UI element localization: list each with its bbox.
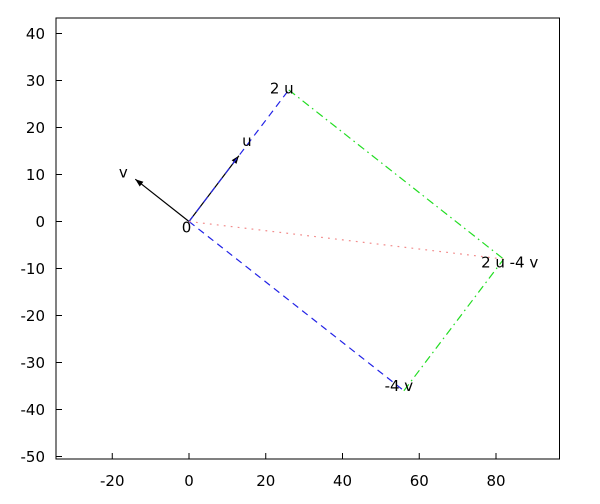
- diagonal-sum-line: [188, 220, 504, 260]
- point-label-0: 0: [182, 219, 192, 237]
- x-tick-label: 20: [256, 472, 275, 490]
- y-tick-label: 20: [26, 119, 45, 137]
- y-tick-label: 10: [26, 166, 45, 184]
- point-label-v: v: [119, 164, 128, 182]
- x-tick-label: 60: [410, 472, 429, 490]
- point-label--4v: -4 v: [385, 377, 414, 395]
- edge-2u-to-sum-line: [288, 89, 505, 260]
- y-tick-label: 30: [26, 72, 45, 90]
- plot-frame: [55, 17, 560, 460]
- x-tick-label: 0: [184, 472, 194, 490]
- vector-minus4v-line: [188, 221, 405, 392]
- x-tick-label: 40: [333, 472, 352, 490]
- x-tick-label: -20: [100, 472, 125, 490]
- vector-2u-line: [188, 89, 290, 222]
- point-label-2u-4v: 2 u -4 v: [481, 254, 538, 272]
- y-tick-label: -30: [21, 354, 46, 372]
- y-tick-label: -20: [21, 307, 46, 325]
- y-tick-label: 40: [26, 25, 45, 43]
- vector-v-line: [134, 178, 190, 222]
- x-tick-label: 80: [486, 472, 505, 490]
- y-tick-label: -50: [21, 448, 46, 466]
- edge-minus4v-to-sum-line: [403, 258, 505, 392]
- y-tick-label: -40: [21, 401, 46, 419]
- y-tick-label: -10: [21, 260, 46, 278]
- vector-v-arrowhead: [135, 179, 144, 187]
- y-tick-label: 0: [35, 213, 45, 231]
- point-label-u: u: [242, 132, 252, 150]
- point-label-2u: 2 u: [270, 79, 294, 97]
